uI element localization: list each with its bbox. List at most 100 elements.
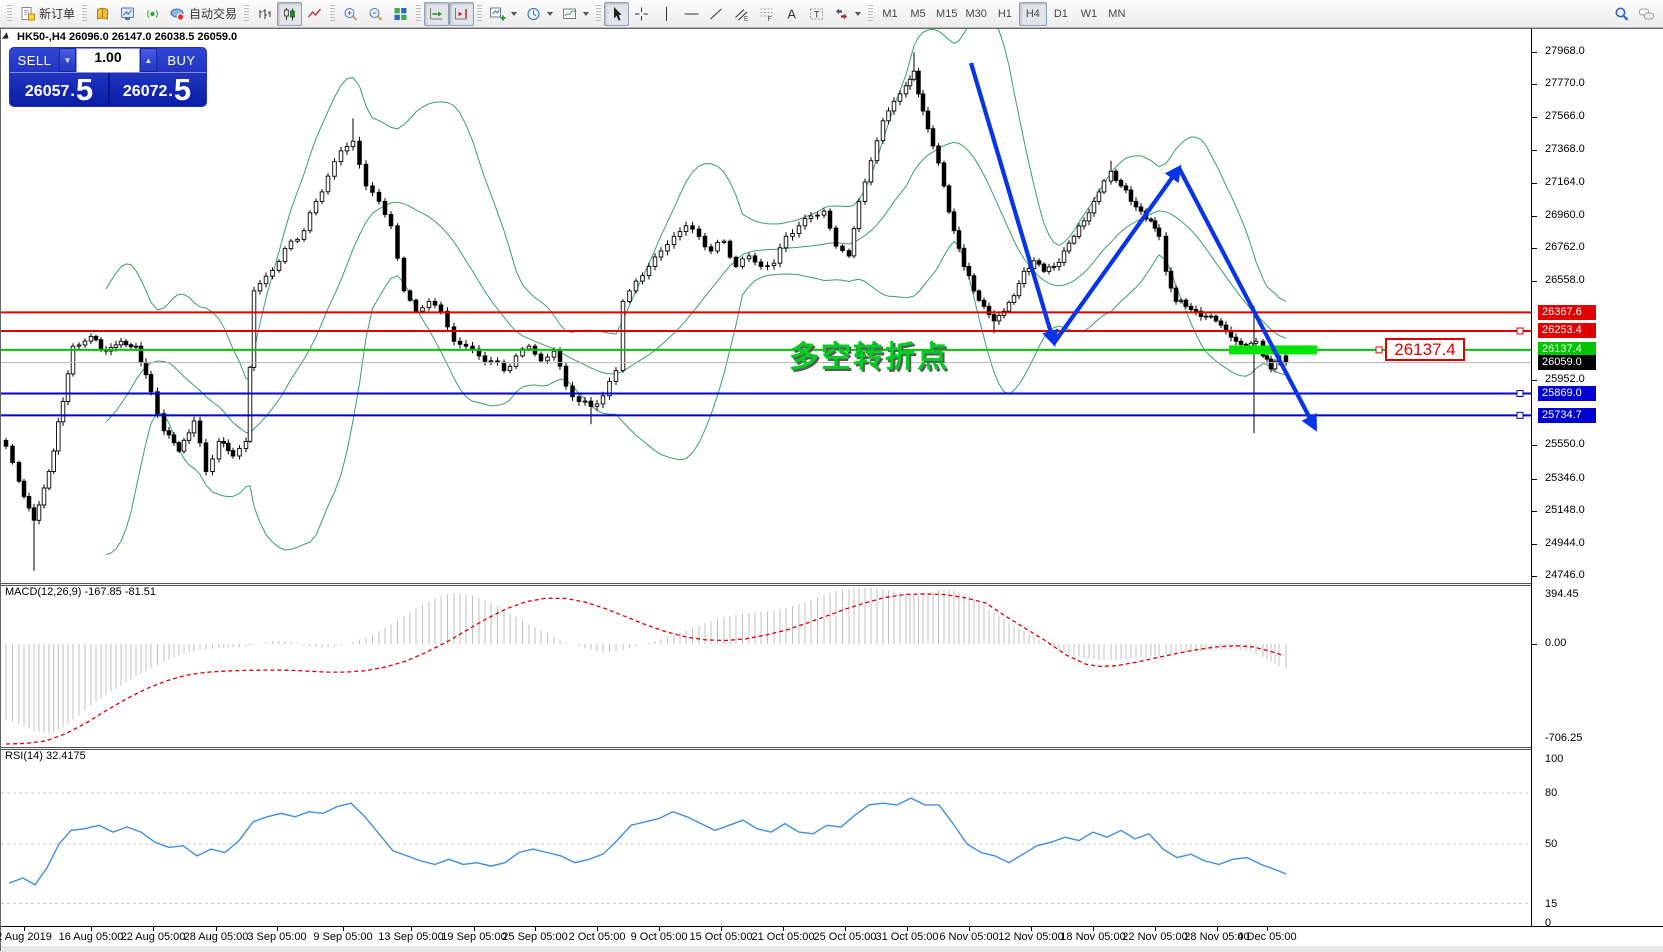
chart-shift-icon [453,6,470,22]
y-axis-tick: 26762.0 [1545,241,1585,253]
toolbar-grip [7,4,12,23]
timeframe-h4-button[interactable]: H4 [1018,1,1047,26]
vline-button[interactable] [654,2,679,26]
macd-canvas[interactable] [1,586,1532,747]
toolbar-grip [330,4,336,23]
price-callout[interactable]: 26137.4 [1385,338,1465,361]
line-chart-button[interactable] [302,2,327,26]
hline-button[interactable] [679,2,704,26]
chat-button[interactable] [1634,2,1659,26]
profiles-button[interactable] [521,2,557,26]
timeframe-m30-button[interactable]: M30 [965,7,987,20]
y-axis-tick: 25952.0 [1545,373,1585,385]
bars-chart-button[interactable] [252,2,277,26]
macd-axis-label: 0.00 [1545,637,1567,649]
channel-button[interactable]: E [729,2,754,26]
text-button[interactable]: A [779,2,804,26]
signals-button[interactable] [140,2,165,26]
dropdown-arrow-icon[interactable] [547,11,554,16]
fibo-icon: F [758,6,775,22]
market-watch-button[interactable] [115,2,140,26]
lot-size-input[interactable]: 1.00 [76,48,140,73]
sell-button[interactable]: SELL [17,52,52,68]
candles-chart-button[interactable] [277,1,303,26]
dropdown-arrow-icon[interactable] [855,11,862,16]
cursor-button[interactable] [604,1,630,26]
y-axis-tick: 27566.0 [1545,110,1585,122]
timeframe-h1-button[interactable]: H1 [997,7,1012,20]
one-click-trade-panel: SELL ▼ 1.00 ▲ BUY 26057. 5 26072. 5 [9,47,207,107]
zoom-out-button[interactable] [363,2,388,26]
y-axis-tick: 24746.0 [1545,569,1585,581]
zoom-out-icon [367,6,384,22]
x-axis-label: 28 Nov 05:00 [1184,931,1250,943]
lot-down-button[interactable]: ▼ [59,48,76,72]
dropdown-arrow-icon[interactable] [511,11,518,16]
chart-title: HK50-,H4 26096.0 26147.0 26038.5 26059.0 [17,31,238,43]
rsi-axis-label: 0 [1545,917,1552,929]
zoom-in-icon [342,6,359,22]
timeframe-m5-button[interactable]: M5 [910,7,926,20]
auto-scroll-icon [428,6,445,22]
crosshair-icon [633,6,650,22]
book-icon [94,6,111,22]
annotation-text[interactable]: 多空转折点 [789,341,949,374]
rsi-axis-label: 15 [1545,898,1558,910]
market-watch-icon [119,6,136,22]
timeframe-d1-button[interactable]: D1 [1053,7,1068,20]
buy-price[interactable]: 26072. 5 [122,72,192,107]
zoom-in-button[interactable] [338,2,363,26]
x-axis-label: 16 Aug 05:00 [58,931,124,943]
arrows-icon [833,6,850,22]
pane-splitter[interactable] [1,583,1663,586]
x-axis-label: 28 Aug 05:00 [183,931,249,943]
auto-scroll-button[interactable] [424,1,450,26]
buy-button[interactable]: BUY [167,52,196,68]
new-chart-button[interactable] [485,2,521,26]
new-order-button[interactable]: 新订单 [15,2,79,26]
arrows-button[interactable] [829,2,865,26]
chart-shift-button[interactable] [449,1,475,26]
x-axis-label: 22 Nov 05:00 [1122,931,1188,943]
x-axis-label: 18 Nov 05:00 [1060,931,1126,943]
sell-price[interactable]: 26057. 5 [24,72,94,107]
trendline-icon [708,6,725,22]
y-axis-tick: 25550.0 [1545,438,1585,450]
x-axis-label: 13 Sep 05:00 [378,931,444,943]
svg-text:A: A [788,7,797,21]
y-axis-tick: 26558.0 [1545,274,1585,286]
toolbar-grip [477,4,483,23]
lot-up-button[interactable]: ▲ [140,48,157,72]
search-icon [1613,6,1630,22]
trendline-button[interactable] [704,2,729,26]
crosshair-button[interactable] [629,2,654,26]
vline-icon [658,6,675,22]
book-button[interactable] [90,2,115,26]
main-chart-canvas[interactable] [1,29,1532,583]
templates-button[interactable] [557,2,593,26]
timeframe-m1-button[interactable]: M1 [882,7,898,20]
autotrade-button[interactable]: 自动交易 [165,2,241,26]
macd-axis-label: 394.45 [1545,588,1579,600]
timeframe-mn-button[interactable]: MN [1108,7,1126,20]
svg-text:F: F [768,16,772,22]
price-tag: 26367.6 [1538,305,1596,320]
fibo-button[interactable]: F [754,2,779,26]
rsi-canvas[interactable] [1,750,1532,926]
tile-windows-button[interactable] [388,2,413,26]
toolbar-grip [82,4,88,23]
x-axis-label: 19 Sep 05:00 [441,931,507,943]
tile-windows-icon [392,6,409,22]
pane-splitter[interactable] [1,747,1663,750]
rsi-label: RSI(14) 32.4175 [5,750,86,762]
timeframe-w1-button[interactable]: W1 [1080,7,1098,20]
dropdown-arrow-icon[interactable] [583,11,590,16]
timeframe-m15-button[interactable]: M15 [936,7,958,20]
search-button[interactable] [1609,2,1634,26]
text-label-button[interactable]: T [804,2,829,26]
price-tag: 26137.4 [1538,342,1596,357]
rsi-axis-label: 80 [1545,787,1558,799]
x-axis-label: 9 Sep 05:00 [313,931,373,943]
macd-axis-label: -706.25 [1545,732,1583,744]
line-chart-icon [306,6,323,22]
